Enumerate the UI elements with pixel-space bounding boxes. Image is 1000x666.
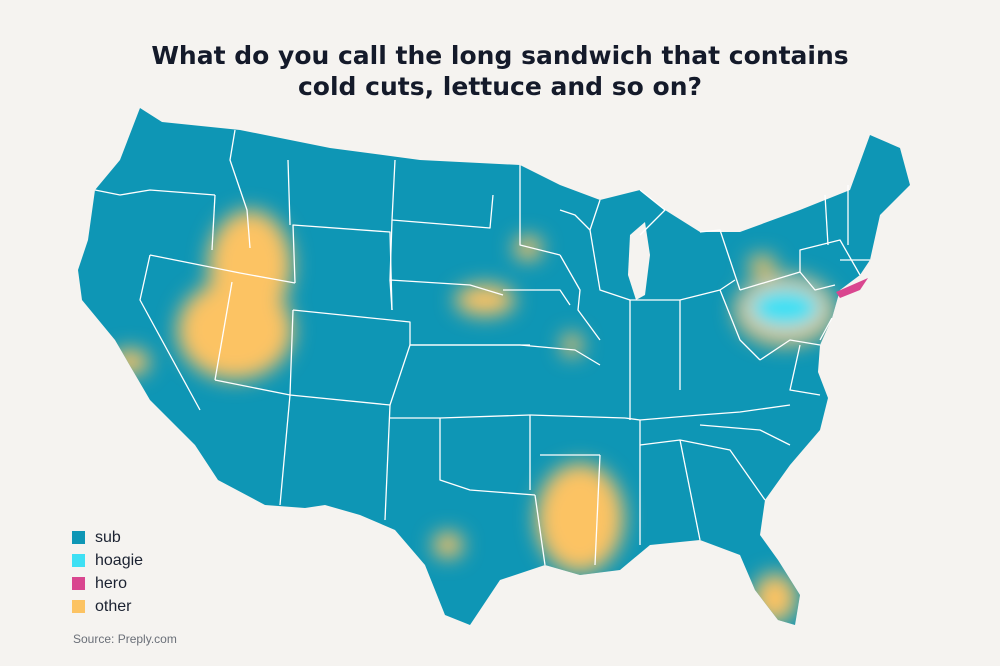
- title-line-1: What do you call the long sandwich that …: [151, 41, 849, 70]
- highlight-missouri: [562, 333, 582, 357]
- legend-swatch-sub: [72, 531, 85, 544]
- legend-item-other: other: [72, 595, 143, 618]
- highlight-south-dakota: [514, 236, 542, 260]
- highlight-central-california: [110, 349, 150, 375]
- highlight-nevada-utah: [177, 280, 293, 380]
- legend-label-sub: sub: [95, 528, 121, 546]
- highlight-nebraska: [455, 284, 515, 316]
- legend-swatch-hoagie: [72, 554, 85, 567]
- map-title: What do you call the long sandwich that …: [150, 40, 850, 102]
- source-note: Source: Preply.com: [73, 632, 177, 646]
- highlight-western-new-york: [748, 255, 776, 275]
- highlight-texas: [433, 532, 463, 558]
- legend-item-hoagie: hoagie: [72, 549, 143, 572]
- legend-swatch-hero: [72, 577, 85, 590]
- legend-item-sub: sub: [72, 526, 143, 549]
- lake-michigan: [628, 222, 650, 300]
- legend-label-other: other: [95, 597, 132, 615]
- title-line-2: cold cuts, lettuce and so on?: [297, 72, 703, 101]
- legend-label-hoagie: hoagie: [95, 551, 144, 569]
- state-borders: [94, 129, 870, 566]
- highlight-florida: [753, 573, 797, 623]
- highlight-louisiana-mississippi: [536, 463, 624, 573]
- legend: sub hoagie hero other: [72, 526, 143, 618]
- legend-swatch-other: [72, 600, 85, 613]
- legend-label-hero: hero: [95, 574, 128, 592]
- highlight-pennsylvania-hoagie: [747, 286, 823, 330]
- legend-item-hero: hero: [72, 572, 143, 595]
- highlight-new-york-city-hero: [836, 278, 868, 298]
